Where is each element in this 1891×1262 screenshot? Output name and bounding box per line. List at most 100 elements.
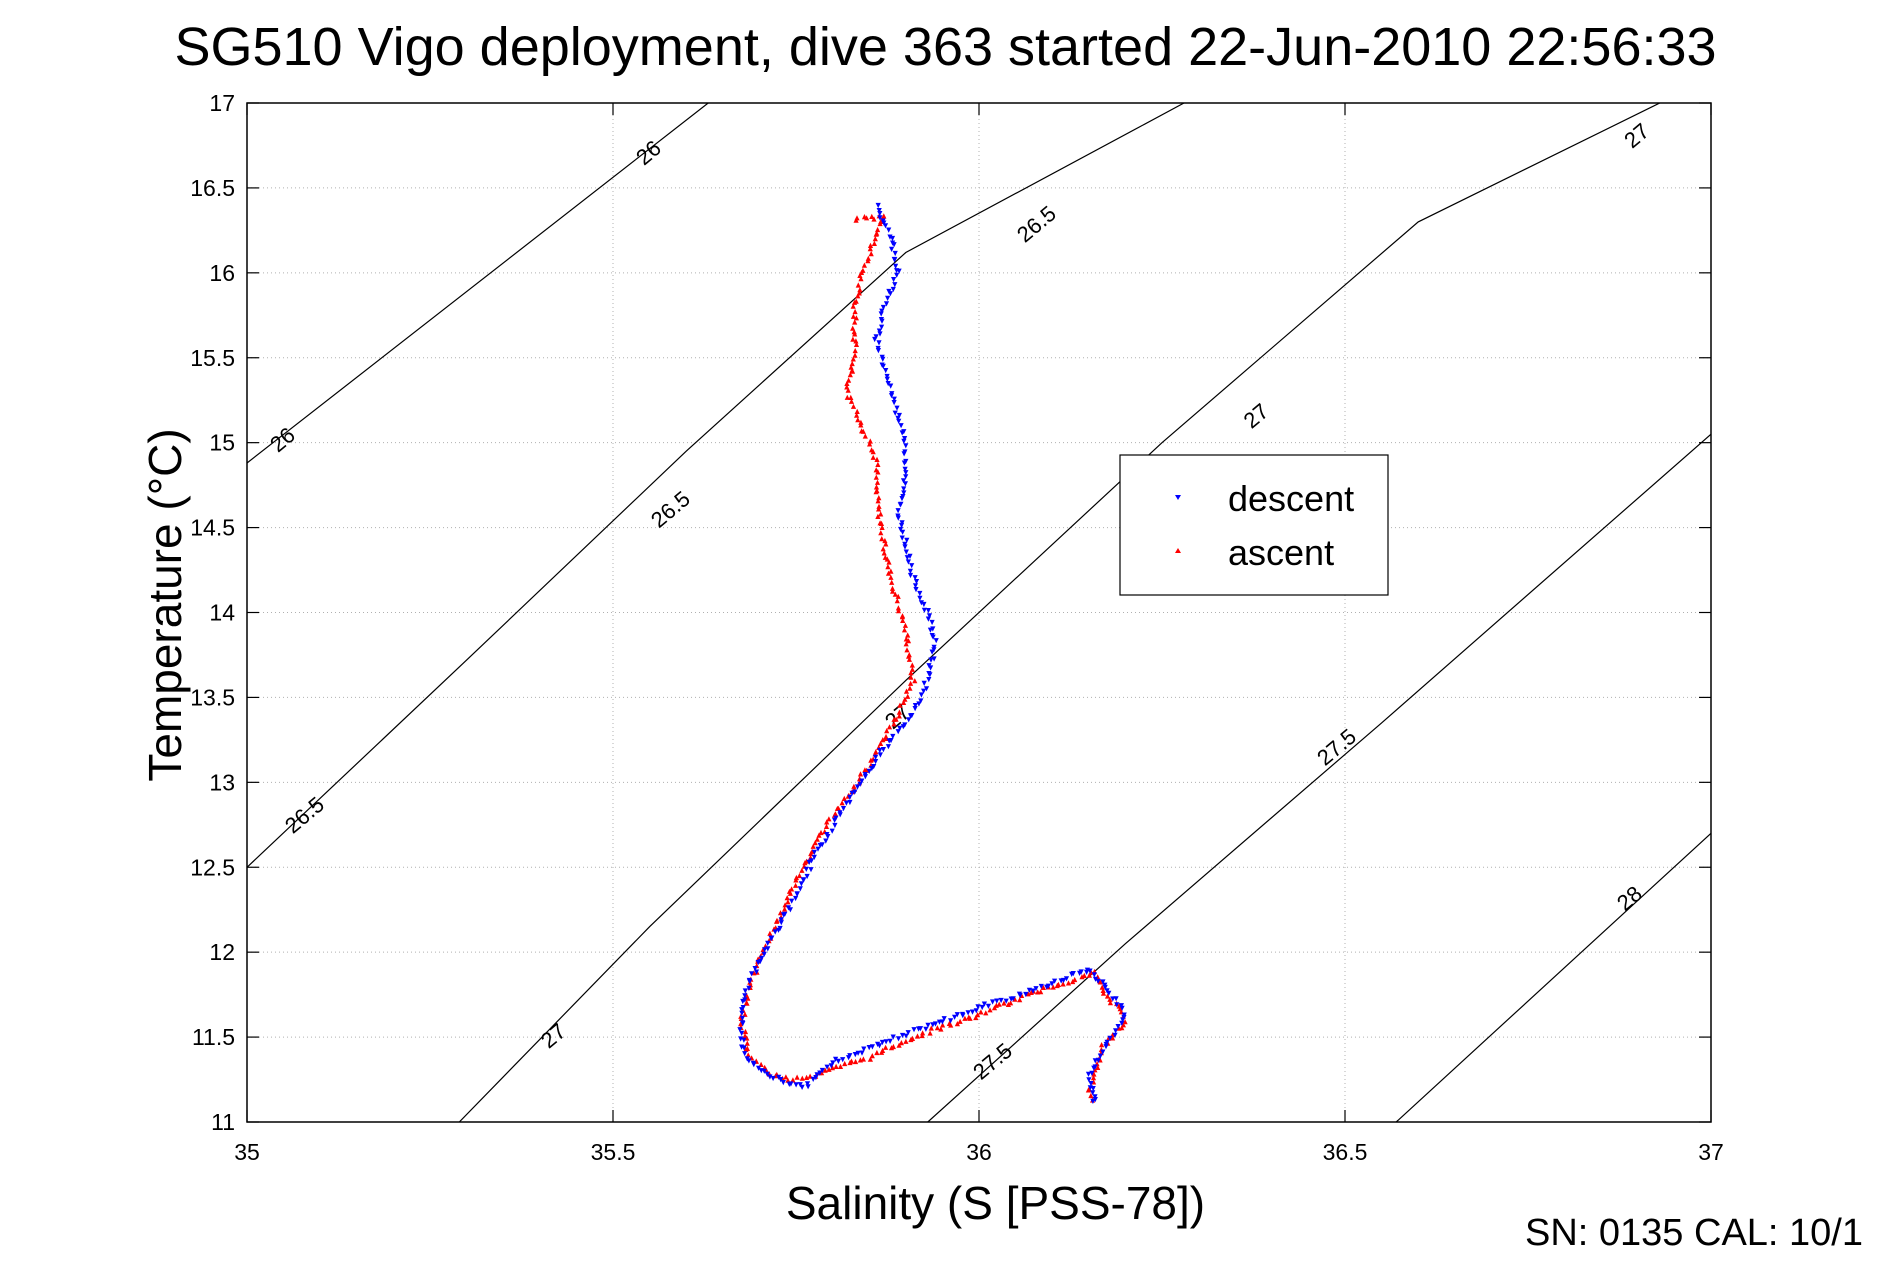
descent-point — [886, 227, 892, 233]
descent-point — [768, 935, 774, 942]
descent-point — [787, 907, 793, 913]
descent-point — [928, 665, 934, 671]
descent-point — [739, 1010, 745, 1016]
descent-point — [903, 1033, 909, 1039]
descent-point — [808, 858, 815, 864]
ascent-point — [814, 836, 820, 842]
descent-point — [832, 817, 838, 823]
ascent-point — [822, 1067, 828, 1073]
legend-box — [1119, 454, 1389, 596]
x-tick-label: 37 — [1698, 1139, 1724, 1165]
descent-point — [875, 348, 881, 354]
descent-point — [817, 1070, 823, 1076]
descent-point — [892, 410, 898, 416]
ascent-point — [1040, 984, 1046, 990]
ascent-point — [878, 530, 884, 536]
descent-point — [884, 373, 890, 380]
ascent-point — [909, 1035, 916, 1041]
ascent-point — [909, 662, 915, 668]
descent-point — [861, 1046, 867, 1052]
descent-point — [877, 215, 883, 221]
descent-point — [918, 698, 924, 704]
ascent-point — [896, 709, 902, 715]
descent-point — [890, 1034, 896, 1040]
descent-point — [877, 747, 883, 754]
descent-point — [876, 1043, 883, 1049]
descent-point — [862, 774, 868, 780]
descent-point — [886, 738, 892, 744]
ascent-point — [895, 605, 901, 611]
descent-point — [912, 703, 918, 709]
descent-point — [902, 466, 908, 472]
ascent-point — [852, 347, 858, 354]
ascent-point — [823, 823, 830, 829]
ascent-point — [889, 585, 896, 591]
y-tick-label: 11 — [211, 1109, 235, 1135]
descent-point — [885, 744, 891, 750]
ascent-point — [1088, 1092, 1094, 1099]
descent-point — [876, 340, 882, 346]
descent-point — [954, 1012, 960, 1018]
ascent-point — [848, 398, 855, 404]
descent-point — [879, 308, 885, 314]
descent-point — [876, 328, 882, 334]
descent-point — [742, 1051, 748, 1057]
density-contour-26 — [247, 103, 709, 464]
descent-point — [878, 311, 884, 317]
descent-point — [932, 1021, 939, 1027]
descent-point — [918, 692, 924, 698]
y-tick-label: 16 — [209, 260, 235, 286]
descent-point — [866, 1045, 872, 1051]
descent-point — [799, 1084, 805, 1090]
ascent-point — [1085, 1087, 1091, 1093]
y-tick-label: 15.5 — [190, 345, 235, 371]
descent-point — [912, 583, 919, 589]
ascent-point — [858, 422, 864, 428]
ascent-point — [837, 1063, 844, 1069]
ascent-point — [901, 627, 908, 633]
descent-point — [894, 405, 900, 411]
descent-point — [806, 859, 812, 865]
descent-point — [875, 202, 881, 209]
descent-point — [901, 451, 907, 457]
descent-point — [925, 608, 931, 614]
descent-point — [904, 537, 910, 543]
descent-point — [903, 443, 909, 449]
ascent-point — [868, 757, 874, 763]
ascent-point — [864, 215, 870, 221]
ascent-point — [873, 474, 879, 480]
ascent-point — [850, 356, 856, 362]
descent-point — [819, 1067, 825, 1074]
descent-point — [793, 1082, 799, 1088]
descent-point — [847, 1053, 853, 1059]
descent-point — [1095, 978, 1101, 984]
descent-point — [1113, 996, 1119, 1002]
ascent-point — [1005, 1001, 1011, 1007]
ascent-point — [928, 1025, 934, 1031]
descent-point — [767, 1074, 773, 1080]
descent-point — [900, 529, 906, 535]
y-axis-label: Temperature (°C) — [139, 428, 191, 782]
descent-point — [884, 376, 890, 382]
descent-point — [810, 1076, 816, 1082]
descent-point — [891, 277, 897, 283]
ascent-point — [810, 843, 816, 849]
ascent-point — [855, 417, 861, 423]
density-contour-28 — [1395, 832, 1711, 1122]
ascent-point — [880, 737, 886, 743]
ascent-point — [884, 728, 890, 734]
density-contour-27.5 — [927, 433, 1711, 1122]
descent-point — [1092, 1097, 1098, 1103]
descent-point — [1010, 996, 1016, 1002]
descent-point — [737, 1027, 743, 1033]
ascent-point — [878, 520, 885, 526]
descent-point — [829, 828, 835, 834]
ascent-point — [855, 282, 861, 288]
ascent-point — [904, 647, 910, 653]
descent-point — [739, 1015, 745, 1021]
descent-point — [742, 993, 748, 999]
ascent-point — [1116, 1025, 1122, 1031]
ascent-point — [853, 341, 860, 347]
descent-point — [902, 544, 908, 550]
descent-point — [888, 383, 894, 389]
